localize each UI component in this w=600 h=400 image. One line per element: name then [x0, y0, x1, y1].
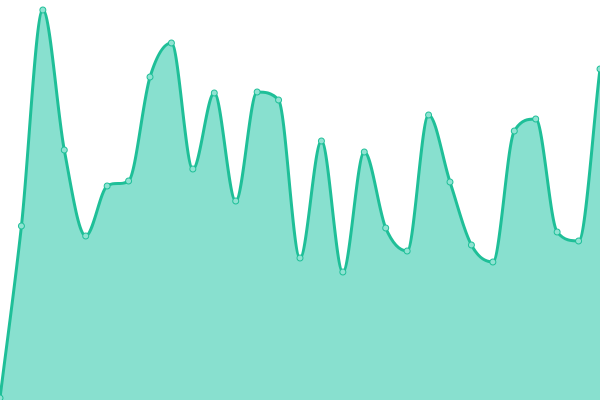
data-point	[82, 232, 90, 240]
data-point	[339, 268, 347, 276]
area-fill	[0, 10, 600, 400]
data-point	[210, 89, 218, 97]
data-point	[275, 96, 283, 104]
data-point	[39, 6, 47, 14]
data-point	[489, 258, 497, 266]
data-point	[360, 148, 368, 156]
data-point	[553, 228, 561, 236]
data-point	[0, 394, 4, 400]
data-point	[467, 241, 475, 249]
data-point	[60, 146, 68, 154]
data-point	[103, 182, 111, 190]
data-point	[167, 39, 175, 47]
data-point	[382, 224, 390, 232]
data-point	[232, 197, 240, 205]
data-point	[296, 254, 304, 262]
data-point	[596, 65, 600, 73]
data-point	[146, 73, 154, 81]
data-point	[403, 247, 411, 255]
data-point	[532, 115, 540, 123]
data-point	[253, 88, 261, 96]
data-point	[317, 137, 325, 145]
data-point	[425, 111, 433, 119]
data-point	[446, 178, 454, 186]
data-point	[189, 165, 197, 173]
data-point	[17, 222, 25, 230]
data-point	[510, 127, 518, 135]
data-point	[125, 177, 133, 185]
data-point	[575, 237, 583, 245]
